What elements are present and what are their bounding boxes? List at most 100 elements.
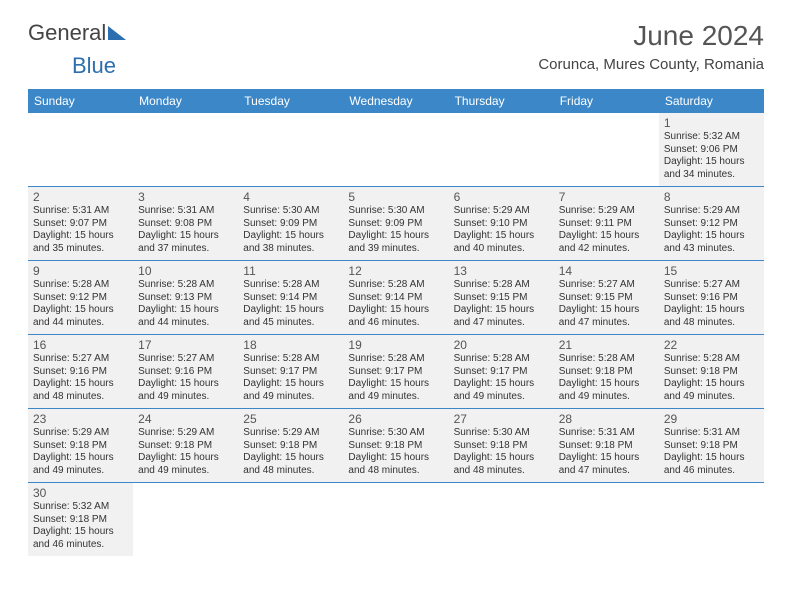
calendar-cell: 9Sunrise: 5:28 AMSunset: 9:12 PMDaylight… bbox=[28, 261, 133, 335]
day-info: Sunrise: 5:32 AMSunset: 9:18 PMDaylight:… bbox=[33, 501, 128, 551]
calendar-cell: 7Sunrise: 5:29 AMSunset: 9:11 PMDaylight… bbox=[554, 187, 659, 261]
day-number: 17 bbox=[138, 338, 233, 352]
day-number: 4 bbox=[243, 190, 338, 204]
calendar-cell: 24Sunrise: 5:29 AMSunset: 9:18 PMDayligh… bbox=[133, 409, 238, 483]
calendar-cell: 27Sunrise: 5:30 AMSunset: 9:18 PMDayligh… bbox=[449, 409, 554, 483]
day-info: Sunrise: 5:27 AMSunset: 9:16 PMDaylight:… bbox=[33, 353, 128, 403]
day-number: 11 bbox=[243, 264, 338, 278]
location: Corunca, Mures County, Romania bbox=[538, 56, 764, 73]
calendar-cell: 8Sunrise: 5:29 AMSunset: 9:12 PMDaylight… bbox=[659, 187, 764, 261]
day-info: Sunrise: 5:29 AMSunset: 9:18 PMDaylight:… bbox=[33, 427, 128, 477]
calendar-cell: 12Sunrise: 5:28 AMSunset: 9:14 PMDayligh… bbox=[343, 261, 448, 335]
day-number: 27 bbox=[454, 412, 549, 426]
day-number: 13 bbox=[454, 264, 549, 278]
day-info: Sunrise: 5:28 AMSunset: 9:15 PMDaylight:… bbox=[454, 279, 549, 329]
calendar-cell: 22Sunrise: 5:28 AMSunset: 9:18 PMDayligh… bbox=[659, 335, 764, 409]
day-number: 10 bbox=[138, 264, 233, 278]
calendar-cell bbox=[449, 483, 554, 557]
logo-text-blue: Blue bbox=[72, 53, 116, 78]
logo-text-general: General bbox=[28, 20, 106, 46]
calendar-cell: 15Sunrise: 5:27 AMSunset: 9:16 PMDayligh… bbox=[659, 261, 764, 335]
day-number: 8 bbox=[664, 190, 759, 204]
calendar-cell bbox=[554, 483, 659, 557]
day-info: Sunrise: 5:29 AMSunset: 9:12 PMDaylight:… bbox=[664, 205, 759, 255]
day-info: Sunrise: 5:30 AMSunset: 9:09 PMDaylight:… bbox=[348, 205, 443, 255]
day-number: 3 bbox=[138, 190, 233, 204]
title-block: June 2024 Corunca, Mures County, Romania bbox=[538, 20, 764, 73]
day-info: Sunrise: 5:28 AMSunset: 9:17 PMDaylight:… bbox=[348, 353, 443, 403]
calendar-cell: 1Sunrise: 5:32 AMSunset: 9:06 PMDaylight… bbox=[659, 113, 764, 187]
calendar-cell: 26Sunrise: 5:30 AMSunset: 9:18 PMDayligh… bbox=[343, 409, 448, 483]
day-header: Friday bbox=[554, 89, 659, 113]
calendar-cell bbox=[554, 113, 659, 187]
day-number: 9 bbox=[33, 264, 128, 278]
month-title: June 2024 bbox=[538, 20, 764, 52]
day-info: Sunrise: 5:30 AMSunset: 9:18 PMDaylight:… bbox=[348, 427, 443, 477]
calendar-cell: 11Sunrise: 5:28 AMSunset: 9:14 PMDayligh… bbox=[238, 261, 343, 335]
calendar-cell: 6Sunrise: 5:29 AMSunset: 9:10 PMDaylight… bbox=[449, 187, 554, 261]
calendar-cell: 18Sunrise: 5:28 AMSunset: 9:17 PMDayligh… bbox=[238, 335, 343, 409]
day-number: 6 bbox=[454, 190, 549, 204]
day-header: Sunday bbox=[28, 89, 133, 113]
calendar-cell: 4Sunrise: 5:30 AMSunset: 9:09 PMDaylight… bbox=[238, 187, 343, 261]
calendar-cell: 13Sunrise: 5:28 AMSunset: 9:15 PMDayligh… bbox=[449, 261, 554, 335]
calendar-cell bbox=[343, 113, 448, 187]
day-info: Sunrise: 5:30 AMSunset: 9:18 PMDaylight:… bbox=[454, 427, 549, 477]
calendar-table: SundayMondayTuesdayWednesdayThursdayFrid… bbox=[28, 89, 764, 556]
day-number: 1 bbox=[664, 116, 759, 130]
day-number: 12 bbox=[348, 264, 443, 278]
day-number: 7 bbox=[559, 190, 654, 204]
day-info: Sunrise: 5:29 AMSunset: 9:18 PMDaylight:… bbox=[243, 427, 338, 477]
day-number: 15 bbox=[664, 264, 759, 278]
calendar-cell bbox=[133, 483, 238, 557]
day-info: Sunrise: 5:28 AMSunset: 9:18 PMDaylight:… bbox=[559, 353, 654, 403]
calendar-cell bbox=[343, 483, 448, 557]
day-header: Tuesday bbox=[238, 89, 343, 113]
day-info: Sunrise: 5:31 AMSunset: 9:08 PMDaylight:… bbox=[138, 205, 233, 255]
day-info: Sunrise: 5:28 AMSunset: 9:14 PMDaylight:… bbox=[243, 279, 338, 329]
day-info: Sunrise: 5:27 AMSunset: 9:16 PMDaylight:… bbox=[138, 353, 233, 403]
logo: General bbox=[28, 20, 126, 46]
day-info: Sunrise: 5:28 AMSunset: 9:17 PMDaylight:… bbox=[454, 353, 549, 403]
calendar-cell: 14Sunrise: 5:27 AMSunset: 9:15 PMDayligh… bbox=[554, 261, 659, 335]
calendar-cell: 29Sunrise: 5:31 AMSunset: 9:18 PMDayligh… bbox=[659, 409, 764, 483]
day-number: 25 bbox=[243, 412, 338, 426]
day-info: Sunrise: 5:28 AMSunset: 9:18 PMDaylight:… bbox=[664, 353, 759, 403]
calendar-cell bbox=[659, 483, 764, 557]
day-header: Thursday bbox=[449, 89, 554, 113]
day-number: 22 bbox=[664, 338, 759, 352]
day-header: Saturday bbox=[659, 89, 764, 113]
calendar-cell bbox=[238, 113, 343, 187]
day-info: Sunrise: 5:29 AMSunset: 9:18 PMDaylight:… bbox=[138, 427, 233, 477]
sail-icon bbox=[108, 26, 126, 40]
day-number: 24 bbox=[138, 412, 233, 426]
day-number: 5 bbox=[348, 190, 443, 204]
day-number: 16 bbox=[33, 338, 128, 352]
calendar-cell: 10Sunrise: 5:28 AMSunset: 9:13 PMDayligh… bbox=[133, 261, 238, 335]
day-info: Sunrise: 5:28 AMSunset: 9:14 PMDaylight:… bbox=[348, 279, 443, 329]
day-number: 2 bbox=[33, 190, 128, 204]
day-number: 23 bbox=[33, 412, 128, 426]
day-header: Monday bbox=[133, 89, 238, 113]
day-info: Sunrise: 5:29 AMSunset: 9:10 PMDaylight:… bbox=[454, 205, 549, 255]
day-number: 28 bbox=[559, 412, 654, 426]
day-number: 18 bbox=[243, 338, 338, 352]
calendar-cell: 25Sunrise: 5:29 AMSunset: 9:18 PMDayligh… bbox=[238, 409, 343, 483]
calendar-cell: 21Sunrise: 5:28 AMSunset: 9:18 PMDayligh… bbox=[554, 335, 659, 409]
day-info: Sunrise: 5:28 AMSunset: 9:12 PMDaylight:… bbox=[33, 279, 128, 329]
calendar-cell: 23Sunrise: 5:29 AMSunset: 9:18 PMDayligh… bbox=[28, 409, 133, 483]
calendar-cell bbox=[238, 483, 343, 557]
calendar-head: SundayMondayTuesdayWednesdayThursdayFrid… bbox=[28, 89, 764, 113]
calendar-cell: 16Sunrise: 5:27 AMSunset: 9:16 PMDayligh… bbox=[28, 335, 133, 409]
day-info: Sunrise: 5:27 AMSunset: 9:16 PMDaylight:… bbox=[664, 279, 759, 329]
day-info: Sunrise: 5:29 AMSunset: 9:11 PMDaylight:… bbox=[559, 205, 654, 255]
calendar-cell: 20Sunrise: 5:28 AMSunset: 9:17 PMDayligh… bbox=[449, 335, 554, 409]
calendar-cell: 30Sunrise: 5:32 AMSunset: 9:18 PMDayligh… bbox=[28, 483, 133, 557]
calendar-body: 1Sunrise: 5:32 AMSunset: 9:06 PMDaylight… bbox=[28, 113, 764, 556]
calendar-cell: 5Sunrise: 5:30 AMSunset: 9:09 PMDaylight… bbox=[343, 187, 448, 261]
day-info: Sunrise: 5:32 AMSunset: 9:06 PMDaylight:… bbox=[664, 131, 759, 181]
day-info: Sunrise: 5:31 AMSunset: 9:18 PMDaylight:… bbox=[559, 427, 654, 477]
day-info: Sunrise: 5:28 AMSunset: 9:13 PMDaylight:… bbox=[138, 279, 233, 329]
day-info: Sunrise: 5:31 AMSunset: 9:07 PMDaylight:… bbox=[33, 205, 128, 255]
day-number: 14 bbox=[559, 264, 654, 278]
